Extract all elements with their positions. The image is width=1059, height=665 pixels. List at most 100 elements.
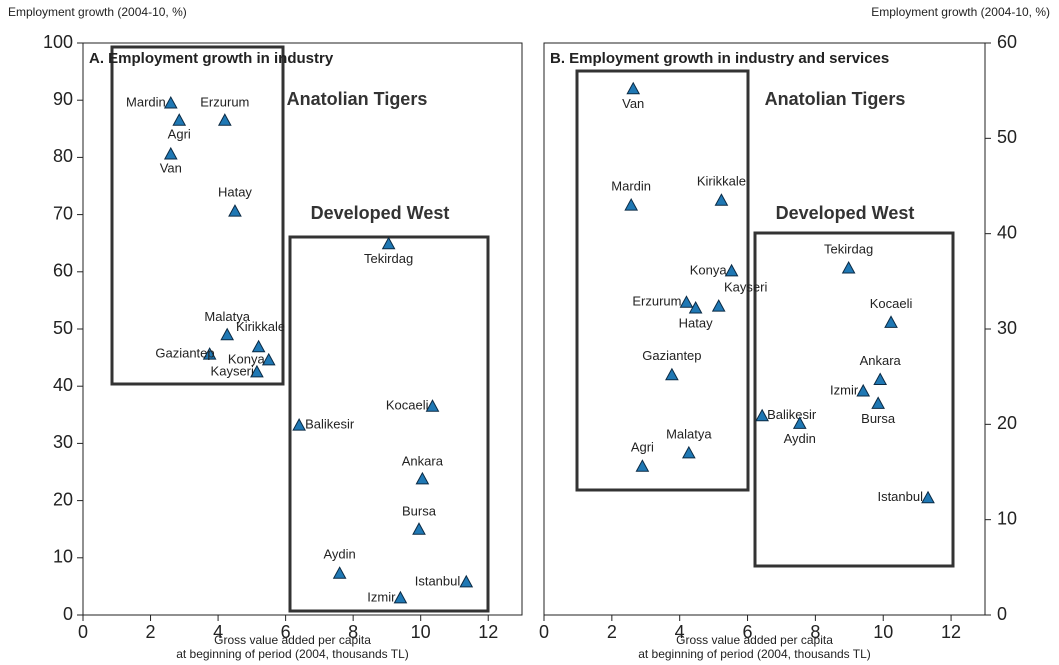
point-label: Van	[622, 96, 644, 111]
marker	[884, 315, 898, 328]
point-label: Agri	[168, 127, 191, 142]
marker	[688, 300, 703, 314]
marker	[261, 352, 276, 366]
y-axis-label: Employment growth (2004-10, %)	[871, 5, 1050, 19]
point-label: Kirikkale	[697, 174, 746, 189]
y-tick-label: 10	[997, 508, 1017, 528]
point-label: Ankara	[860, 353, 902, 368]
y-tick-label: 50	[997, 127, 1017, 147]
west-box-a	[288, 235, 490, 613]
point-label: Erzurum	[632, 294, 681, 309]
y-tick-label: 20	[53, 489, 73, 509]
marker	[220, 327, 235, 341]
tigers-box-a	[110, 45, 285, 386]
x-tick-label: 0	[539, 622, 549, 642]
point-label: Kirikkale	[236, 319, 285, 334]
marker	[711, 299, 726, 312]
marker	[682, 445, 696, 459]
point-label: Ankara	[402, 453, 444, 468]
y-tick-label: 30	[53, 432, 73, 452]
marker	[332, 566, 347, 579]
marker	[163, 96, 178, 109]
point-label: Bursa	[402, 504, 437, 519]
marker	[251, 339, 266, 353]
x-tick-label: 4	[675, 622, 685, 642]
marker	[459, 574, 474, 588]
x-tick-label: 10	[411, 622, 431, 642]
y-tick-label: 90	[53, 89, 73, 109]
x-axis-label: Gross value added per capita	[214, 633, 371, 647]
annotation: Developed West	[311, 203, 450, 223]
y-tick-label: 60	[53, 261, 73, 281]
marker	[292, 418, 306, 431]
y-tick-label: 70	[53, 203, 73, 223]
annotation: Developed West	[776, 203, 915, 223]
x-tick-label: 2	[607, 622, 617, 642]
x-axis-label: at beginning of period (2004, thousands …	[638, 647, 871, 661]
point-label: Kocaeli	[870, 296, 913, 311]
point-label: Agri	[631, 440, 654, 455]
point-label: Balikesir	[305, 417, 355, 432]
point-label: Malatya	[666, 426, 712, 441]
marker	[873, 372, 888, 386]
marker	[250, 364, 264, 378]
point-label: Konya	[690, 262, 728, 277]
marker	[202, 347, 217, 360]
y-tick-label: 40	[997, 222, 1017, 242]
point-label: Izmir	[367, 589, 396, 604]
point-label: Malatya	[204, 309, 250, 324]
y-tick-label: 40	[53, 375, 73, 395]
marker	[714, 193, 729, 206]
y-tick-label: 30	[997, 318, 1017, 338]
marker	[724, 263, 739, 277]
marker	[381, 236, 396, 250]
y-tick-label: 60	[997, 32, 1017, 52]
point-label: Erzurum	[200, 95, 249, 110]
point-label: Kocaeli	[386, 398, 429, 413]
marker	[755, 408, 769, 422]
marker	[871, 396, 885, 409]
x-tick-label: 6	[743, 622, 753, 642]
x-tick-label: 2	[146, 622, 156, 642]
point-label: Gaziantep	[642, 348, 701, 363]
point-label: Hatay	[218, 185, 252, 200]
point-label: Mardin	[611, 179, 651, 194]
point-label: Bursa	[861, 411, 896, 426]
point-label: Van	[160, 160, 182, 175]
x-tick-label: 4	[213, 622, 223, 642]
point-label: Aydin	[323, 547, 355, 562]
y-tick-label: 80	[53, 146, 73, 166]
x-tick-label: 8	[810, 622, 820, 642]
point-label: Aydin	[784, 431, 816, 446]
y-tick-label: 10	[53, 547, 73, 567]
west-box-b	[753, 231, 955, 568]
x-tick-label: 12	[478, 622, 498, 642]
plot-frame	[82, 42, 523, 616]
point-label: Konya	[228, 351, 266, 366]
x-axis-label: at beginning of period (2004, thousands …	[176, 647, 409, 661]
marker	[217, 113, 232, 126]
y-tick-label: 100	[43, 32, 73, 52]
point-label: Tekirdag	[364, 251, 413, 266]
tigers-box-b	[575, 69, 750, 492]
y-tick-label: 50	[53, 318, 73, 338]
marker	[425, 399, 440, 412]
point-label: Kayseri	[211, 363, 254, 378]
point-label: Istanbul	[415, 573, 461, 588]
marker	[841, 260, 856, 274]
point-label: Gaziantep	[155, 346, 214, 361]
x-tick-label: 0	[78, 622, 88, 642]
marker	[635, 459, 650, 472]
marker	[624, 198, 639, 211]
panel-title: B. Employment growth in industry and ser…	[550, 50, 889, 67]
point-label: Hatay	[679, 315, 713, 330]
point-label: Istanbul	[877, 489, 923, 504]
marker	[172, 113, 187, 126]
plot-frame	[543, 42, 986, 616]
panel-title: A. Employment growth in industry	[89, 50, 334, 67]
y-tick-label: 0	[63, 604, 73, 624]
x-axis-label: Gross value added per capita	[676, 633, 833, 647]
point-label: Balikesir	[767, 407, 817, 422]
marker	[626, 81, 641, 95]
